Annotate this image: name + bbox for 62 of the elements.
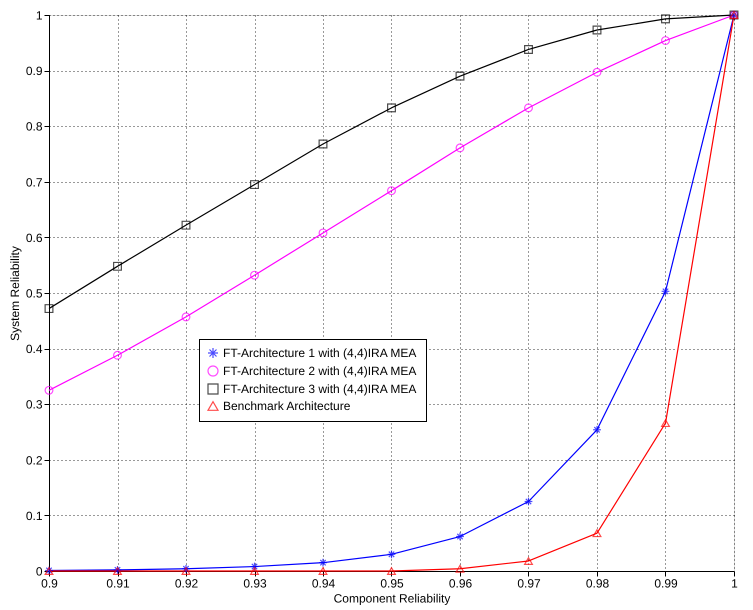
point: [113, 262, 122, 271]
legend-label: Benchmark Architecture: [223, 399, 351, 413]
legend-label: FT-Architecture 2 with (4,4)IRA MEA: [223, 364, 416, 378]
y-tick-label: 0.5: [26, 286, 43, 300]
point: [44, 304, 54, 314]
point: [592, 529, 602, 538]
point: [456, 532, 464, 541]
y-tick-label: 0.9: [26, 64, 43, 78]
point: [318, 140, 328, 148]
x-tick-label: 0.95: [380, 576, 404, 590]
point: [250, 567, 259, 575]
point: [250, 180, 259, 190]
y-tick-label: 0.7: [26, 175, 43, 190]
y-tick-label: 0: [36, 564, 43, 578]
point: [592, 425, 602, 434]
point: [592, 26, 602, 34]
point: [592, 68, 602, 77]
y-tick-label: 0.1: [26, 508, 43, 523]
x-tick-label: 0.99: [654, 576, 678, 590]
point: [524, 497, 533, 506]
x-tick-label: 0.97: [517, 576, 541, 590]
y-tick-label: 1: [36, 8, 43, 22]
point: [250, 562, 259, 572]
point: [524, 557, 533, 565]
point: [387, 186, 396, 196]
point: [387, 550, 396, 559]
y-tick-label: 0.4: [26, 342, 43, 356]
point: [182, 220, 190, 230]
point: [661, 14, 670, 24]
point: [44, 386, 54, 395]
point: [113, 350, 122, 360]
x-tick-label: 0.94: [312, 576, 336, 590]
point: [387, 567, 396, 575]
legend-label: FT-Architecture 3 with (4,4)IRA MEA: [223, 382, 416, 396]
point: [661, 419, 670, 428]
point: [456, 143, 464, 152]
legend-label: FT-Architecture 1 with (4,4)IRA MEA: [223, 346, 416, 360]
y-axis-title: System Reliability: [8, 246, 22, 341]
x-tick-label: 0.93: [243, 576, 267, 590]
y-tick-label: 0.8: [26, 120, 43, 134]
x-tick-label: 0.96: [448, 576, 472, 590]
x-axis-title: Component Reliability: [334, 592, 450, 606]
x-tick-label: 0.92: [174, 576, 198, 590]
point: [318, 567, 328, 575]
point: [524, 45, 533, 54]
point: [661, 286, 670, 296]
point: [318, 228, 328, 238]
x-tick-label: 0.98: [586, 576, 610, 590]
point: [182, 312, 190, 322]
point: [250, 270, 259, 280]
point: [661, 36, 670, 46]
y-tick-label: 0.6: [26, 230, 43, 245]
point: [524, 103, 533, 112]
point: [387, 103, 396, 112]
point: [318, 558, 328, 568]
point: [182, 567, 190, 575]
y-tick-label: 0.2: [26, 453, 43, 468]
y-tick-label: 0.3: [26, 398, 43, 412]
x-tick-label: 0.91: [106, 576, 130, 590]
x-tick-label: 1: [731, 576, 738, 590]
point: [456, 564, 464, 573]
point: [456, 72, 464, 81]
